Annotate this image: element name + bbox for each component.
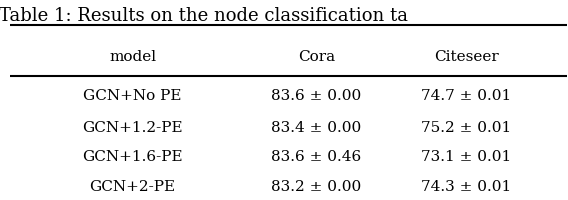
Text: 74.3 ± 0.01: 74.3 ± 0.01 [421, 180, 512, 194]
Text: 74.7 ± 0.01: 74.7 ± 0.01 [421, 89, 512, 103]
Text: GCN+1.2-PE: GCN+1.2-PE [82, 121, 183, 135]
Text: 83.4 ± 0.00: 83.4 ± 0.00 [271, 121, 361, 135]
Text: GCN+No PE: GCN+No PE [83, 89, 182, 103]
Text: GCN+1.6-PE: GCN+1.6-PE [82, 150, 183, 164]
Text: GCN+2-PE: GCN+2-PE [90, 180, 176, 194]
Text: 83.6 ± 0.46: 83.6 ± 0.46 [271, 150, 361, 164]
Text: 75.2 ± 0.01: 75.2 ± 0.01 [421, 121, 512, 135]
Text: model: model [109, 50, 156, 64]
Text: Citeseer: Citeseer [434, 50, 499, 64]
Text: Cora: Cora [298, 50, 335, 64]
Text: 83.6 ± 0.00: 83.6 ± 0.00 [271, 89, 361, 103]
Text: 73.1 ± 0.01: 73.1 ± 0.01 [421, 150, 512, 164]
Text: 83.2 ± 0.00: 83.2 ± 0.00 [271, 180, 361, 194]
Text: Table 1: Results on the node classification ta: Table 1: Results on the node classificat… [0, 7, 408, 25]
